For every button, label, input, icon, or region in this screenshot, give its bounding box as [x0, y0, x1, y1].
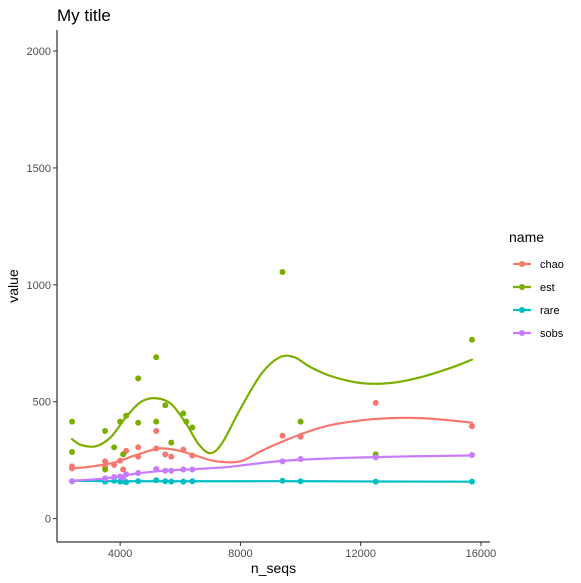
- point-est: [69, 448, 76, 455]
- point-est: [279, 268, 286, 275]
- series-sobs: [69, 452, 475, 485]
- legend-label: chao: [540, 259, 564, 271]
- axes: 4000 8000 12000 16000 0 500 1000 1500 2000: [27, 30, 497, 560]
- y-axis-title: value: [5, 269, 21, 303]
- legend-label: rare: [540, 305, 560, 317]
- point-est: [102, 466, 109, 473]
- point-est: [135, 375, 142, 382]
- point-est: [162, 402, 169, 409]
- point-est: [111, 444, 118, 451]
- legend-key-point: [519, 307, 525, 313]
- point-est: [168, 439, 175, 446]
- point-est: [102, 427, 109, 434]
- point-est: [135, 419, 142, 426]
- point-chao: [279, 432, 286, 439]
- point-est: [180, 410, 187, 417]
- y-tick-label: 1500: [27, 163, 51, 175]
- legend: name chao est rare sobs: [509, 229, 564, 340]
- point-chao: [162, 451, 169, 458]
- point-est: [153, 354, 160, 361]
- smooth-line-sobs: [70, 454, 474, 482]
- chart-title: My title: [57, 6, 111, 25]
- legend-item-est: est: [513, 282, 555, 294]
- smooth-line-est: [70, 354, 474, 455]
- point-est: [153, 418, 160, 425]
- legend-title: name: [509, 229, 544, 245]
- point-chao: [468, 423, 475, 430]
- legend-label: sobs: [540, 328, 564, 340]
- point-chao: [120, 466, 127, 473]
- legend-item-rare: rare: [513, 305, 560, 317]
- legend-item-sobs: sobs: [513, 328, 564, 340]
- point-est: [297, 418, 304, 425]
- legend-key-point: [519, 330, 525, 336]
- smooth-line-chao: [70, 416, 474, 470]
- point-est: [120, 451, 127, 458]
- point-chao: [153, 427, 160, 434]
- y-tick-label: 500: [33, 397, 51, 409]
- y-tick-label: 2000: [27, 46, 51, 58]
- point-est: [189, 424, 196, 431]
- point-chao: [372, 399, 379, 406]
- smooth-line-rare: [70, 479, 474, 483]
- x-tick-label: 12000: [345, 548, 376, 560]
- x-tick-label: 4000: [108, 548, 132, 560]
- point-est: [468, 336, 475, 343]
- point-chao: [135, 444, 142, 451]
- series-rare: [69, 477, 475, 486]
- legend-label: est: [540, 282, 555, 294]
- legend-key-point: [519, 261, 525, 267]
- y-tick-label: 0: [45, 514, 51, 526]
- point-chao: [102, 458, 109, 465]
- series-est: [69, 268, 475, 473]
- legend-item-chao: chao: [513, 259, 564, 271]
- y-tick-label: 1000: [27, 280, 51, 292]
- x-tick-label: 8000: [228, 548, 252, 560]
- x-axis-title: n_seqs: [251, 560, 296, 576]
- point-chao: [168, 453, 175, 460]
- plot-area: [69, 268, 475, 486]
- legend-key-point: [519, 284, 525, 290]
- x-tick-label: 16000: [466, 548, 497, 560]
- point-est: [69, 418, 76, 425]
